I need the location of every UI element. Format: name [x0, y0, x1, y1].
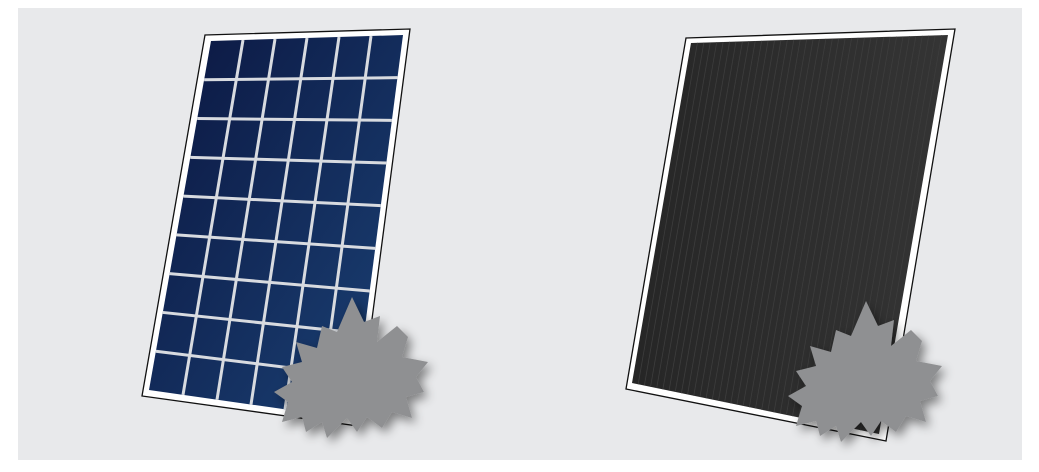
cell-stripe [650, 42, 711, 387]
cell-divider [283, 36, 341, 410]
panel-cells-left [149, 35, 403, 419]
cell-divider [215, 38, 277, 400]
cell-stripe [773, 38, 840, 413]
cell-divider [169, 272, 370, 293]
cell-stripe [767, 38, 833, 412]
cell-divider [197, 117, 392, 122]
cell-divider [183, 194, 381, 208]
cell-stripe [705, 40, 769, 399]
cell-stripe [656, 42, 718, 389]
cell-stripe [668, 41, 730, 391]
cell-stripe [761, 38, 827, 410]
cell-stripe [748, 39, 814, 408]
cell-stripe [779, 38, 846, 414]
cell-divider [181, 39, 245, 396]
cell-stripe [674, 41, 737, 392]
cell-stripe [711, 40, 775, 400]
cell-divider [204, 76, 398, 82]
cell-stripe [742, 39, 808, 407]
cell-stripe [637, 42, 698, 385]
cell-stripe [643, 42, 705, 386]
cell-stripe [662, 41, 724, 390]
cell-stripe [736, 39, 801, 405]
cell-divider [190, 155, 387, 165]
leaf-left [274, 297, 428, 438]
cell-stripe [718, 40, 782, 401]
cell-stripe [755, 38, 820, 409]
leaf-right [788, 301, 942, 442]
cell-stripe [785, 37, 853, 415]
cell-divider [176, 233, 376, 250]
cell-stripe [724, 39, 788, 403]
cell-stripe [730, 39, 795, 404]
cell-stripe [687, 41, 750, 395]
cell-stripe [798, 37, 865, 418]
cell-stripe [681, 41, 743, 394]
panel-grid-left [155, 35, 398, 415]
cell-stripe [693, 40, 756, 396]
cell-divider [249, 37, 309, 405]
cell-stripe [792, 37, 859, 417]
cell-stripe [699, 40, 763, 398]
panel-lines-right [637, 35, 942, 433]
